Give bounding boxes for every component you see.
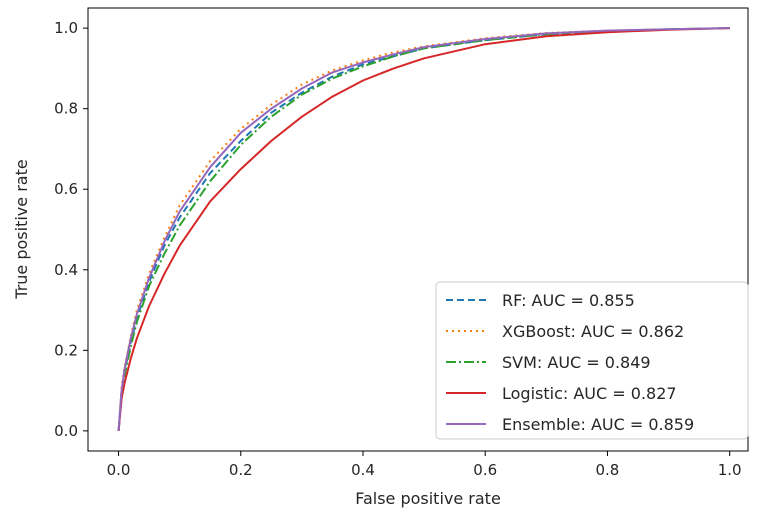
x-tick-label: 0.6	[473, 461, 497, 479]
legend-label: XGBoost: AUC = 0.862	[502, 322, 684, 341]
y-tick-label: 1.0	[54, 19, 78, 37]
series-line-5	[117, 27, 730, 431]
x-tick-label: 0.4	[351, 461, 375, 479]
x-tick-label: 0.8	[596, 461, 620, 479]
x-axis-ticks: 0.0 0.2 0.4 0.6 0.8 1.0	[107, 451, 742, 479]
legend-label: Ensemble: AUC = 0.859	[502, 415, 694, 434]
x-tick-label: 0.0	[107, 461, 131, 479]
legend-label: SVM: AUC = 0.849	[502, 353, 651, 372]
y-tick-label: 0.2	[54, 341, 78, 359]
y-tick-label: 0.0	[54, 422, 78, 440]
y-axis-ticks: 0.0 0.2 0.4 0.6 0.8 1.0	[54, 19, 88, 440]
legend: RF: AUC = 0.855 XGBoost: AUC = 0.862 SVM: …	[435, 281, 749, 440]
y-tick-label: 0.4	[54, 261, 78, 279]
legend-label: Logistic: AUC = 0.827	[502, 384, 677, 403]
y-tick-label: 0.6	[54, 180, 78, 198]
x-tick-label: 1.0	[718, 461, 742, 479]
y-axis-label: True positive rate	[12, 159, 31, 299]
legend-label: RF: AUC = 0.855	[502, 291, 635, 310]
plot-area-frame	[87, 7, 749, 452]
y-tick-label: 0.8	[54, 100, 78, 118]
series-lines	[117, 27, 730, 431]
x-tick-label: 0.2	[229, 461, 253, 479]
x-axis-label: False positive rate	[355, 489, 501, 508]
series-line-4	[117, 27, 730, 431]
series-line-2	[117, 27, 730, 431]
legend-box	[435, 281, 749, 440]
